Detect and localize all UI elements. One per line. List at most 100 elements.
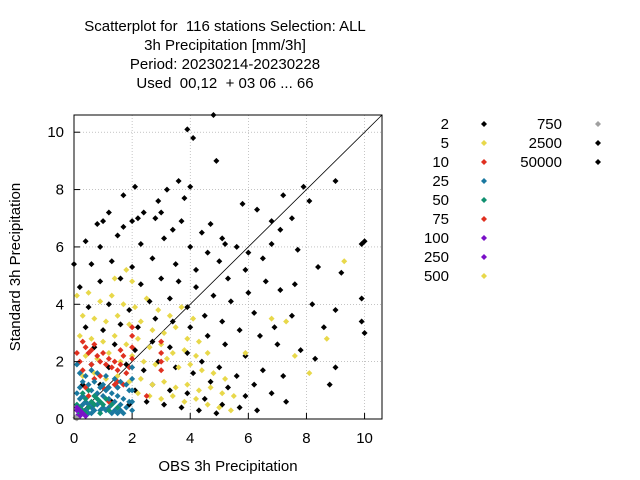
data-point [222, 241, 229, 248]
data-point [178, 304, 185, 311]
data-point [100, 401, 107, 408]
data-point [187, 324, 194, 331]
data-point [198, 358, 205, 365]
y-tick-label: 4 [56, 296, 64, 313]
data-point [111, 332, 118, 339]
data-point [129, 355, 136, 362]
data-point [172, 324, 179, 331]
data-point [210, 370, 217, 377]
data-point [105, 209, 112, 216]
data-point [105, 384, 112, 391]
data-point [262, 278, 269, 285]
data-point [193, 395, 200, 402]
legend-label: 75 [432, 211, 449, 228]
data-point [76, 395, 83, 402]
data-point [94, 220, 101, 227]
data-point [175, 364, 182, 371]
data-point [291, 352, 298, 359]
legend-marker [481, 121, 487, 127]
data-point [129, 278, 136, 285]
data-point [271, 324, 278, 331]
data-point [230, 393, 237, 400]
data-point [111, 375, 118, 382]
data-point [129, 398, 136, 405]
legend-label: 50000 [520, 154, 562, 171]
data-point [114, 384, 121, 391]
data-point [79, 390, 86, 397]
data-point [129, 332, 136, 339]
data-point [108, 390, 115, 397]
data-point [88, 410, 95, 417]
data-point [85, 387, 92, 394]
data-point [294, 246, 301, 253]
data-point [166, 387, 173, 394]
data-point [277, 286, 284, 293]
data-point [300, 183, 307, 190]
x-tick-label: 10 [356, 430, 373, 447]
legend-label: 750 [537, 116, 562, 133]
data-point [117, 347, 124, 354]
data-point [143, 393, 150, 400]
data-point [120, 410, 127, 417]
data-point [97, 243, 104, 250]
legend-marker [481, 235, 487, 241]
data-point [204, 249, 211, 256]
data-point [195, 407, 202, 414]
data-point [225, 275, 231, 282]
legend-marker [595, 159, 601, 165]
data-point [256, 332, 263, 339]
diagonal-reference-line [73, 114, 383, 420]
data-point [111, 341, 118, 348]
data-point [140, 209, 147, 216]
data-point [149, 338, 156, 345]
data-point [181, 195, 188, 202]
data-point [163, 355, 170, 362]
legend-marker [481, 178, 487, 184]
data-point [114, 312, 121, 319]
data-point [149, 255, 156, 262]
data-point [82, 372, 89, 379]
data-point [94, 352, 101, 359]
data-point [134, 335, 141, 342]
data-point [85, 381, 92, 388]
data-point [312, 355, 319, 362]
data-point [137, 318, 144, 325]
legend-marker [481, 159, 487, 165]
data-point [114, 367, 121, 374]
data-point [184, 381, 191, 388]
data-point [172, 384, 179, 391]
data-point [158, 395, 165, 402]
data-point [216, 364, 223, 371]
data-point [111, 275, 118, 282]
data-point [129, 324, 136, 331]
data-point [268, 241, 275, 248]
data-point [79, 312, 86, 319]
data-point [161, 378, 168, 385]
data-point [158, 358, 165, 365]
data-point [161, 401, 168, 408]
data-point [288, 215, 295, 222]
data-point [82, 238, 89, 245]
data-point [193, 266, 200, 273]
data-point [242, 266, 249, 273]
y-tick-label: 8 [56, 182, 64, 199]
data-point [219, 390, 226, 397]
data-point [123, 341, 130, 348]
data-point [166, 295, 173, 302]
data-point [166, 312, 173, 319]
data-point [181, 398, 188, 405]
data-point [268, 218, 275, 225]
data-point [76, 332, 83, 339]
data-point [97, 410, 104, 417]
data-point [108, 401, 115, 408]
data-point [82, 324, 89, 331]
data-point [169, 318, 176, 325]
data-point [332, 177, 339, 184]
data-point [195, 338, 202, 345]
data-point [129, 375, 136, 382]
data-point [178, 404, 185, 411]
data-point [82, 344, 89, 351]
data-point [114, 404, 121, 411]
data-point [227, 407, 234, 414]
data-point [129, 344, 136, 351]
